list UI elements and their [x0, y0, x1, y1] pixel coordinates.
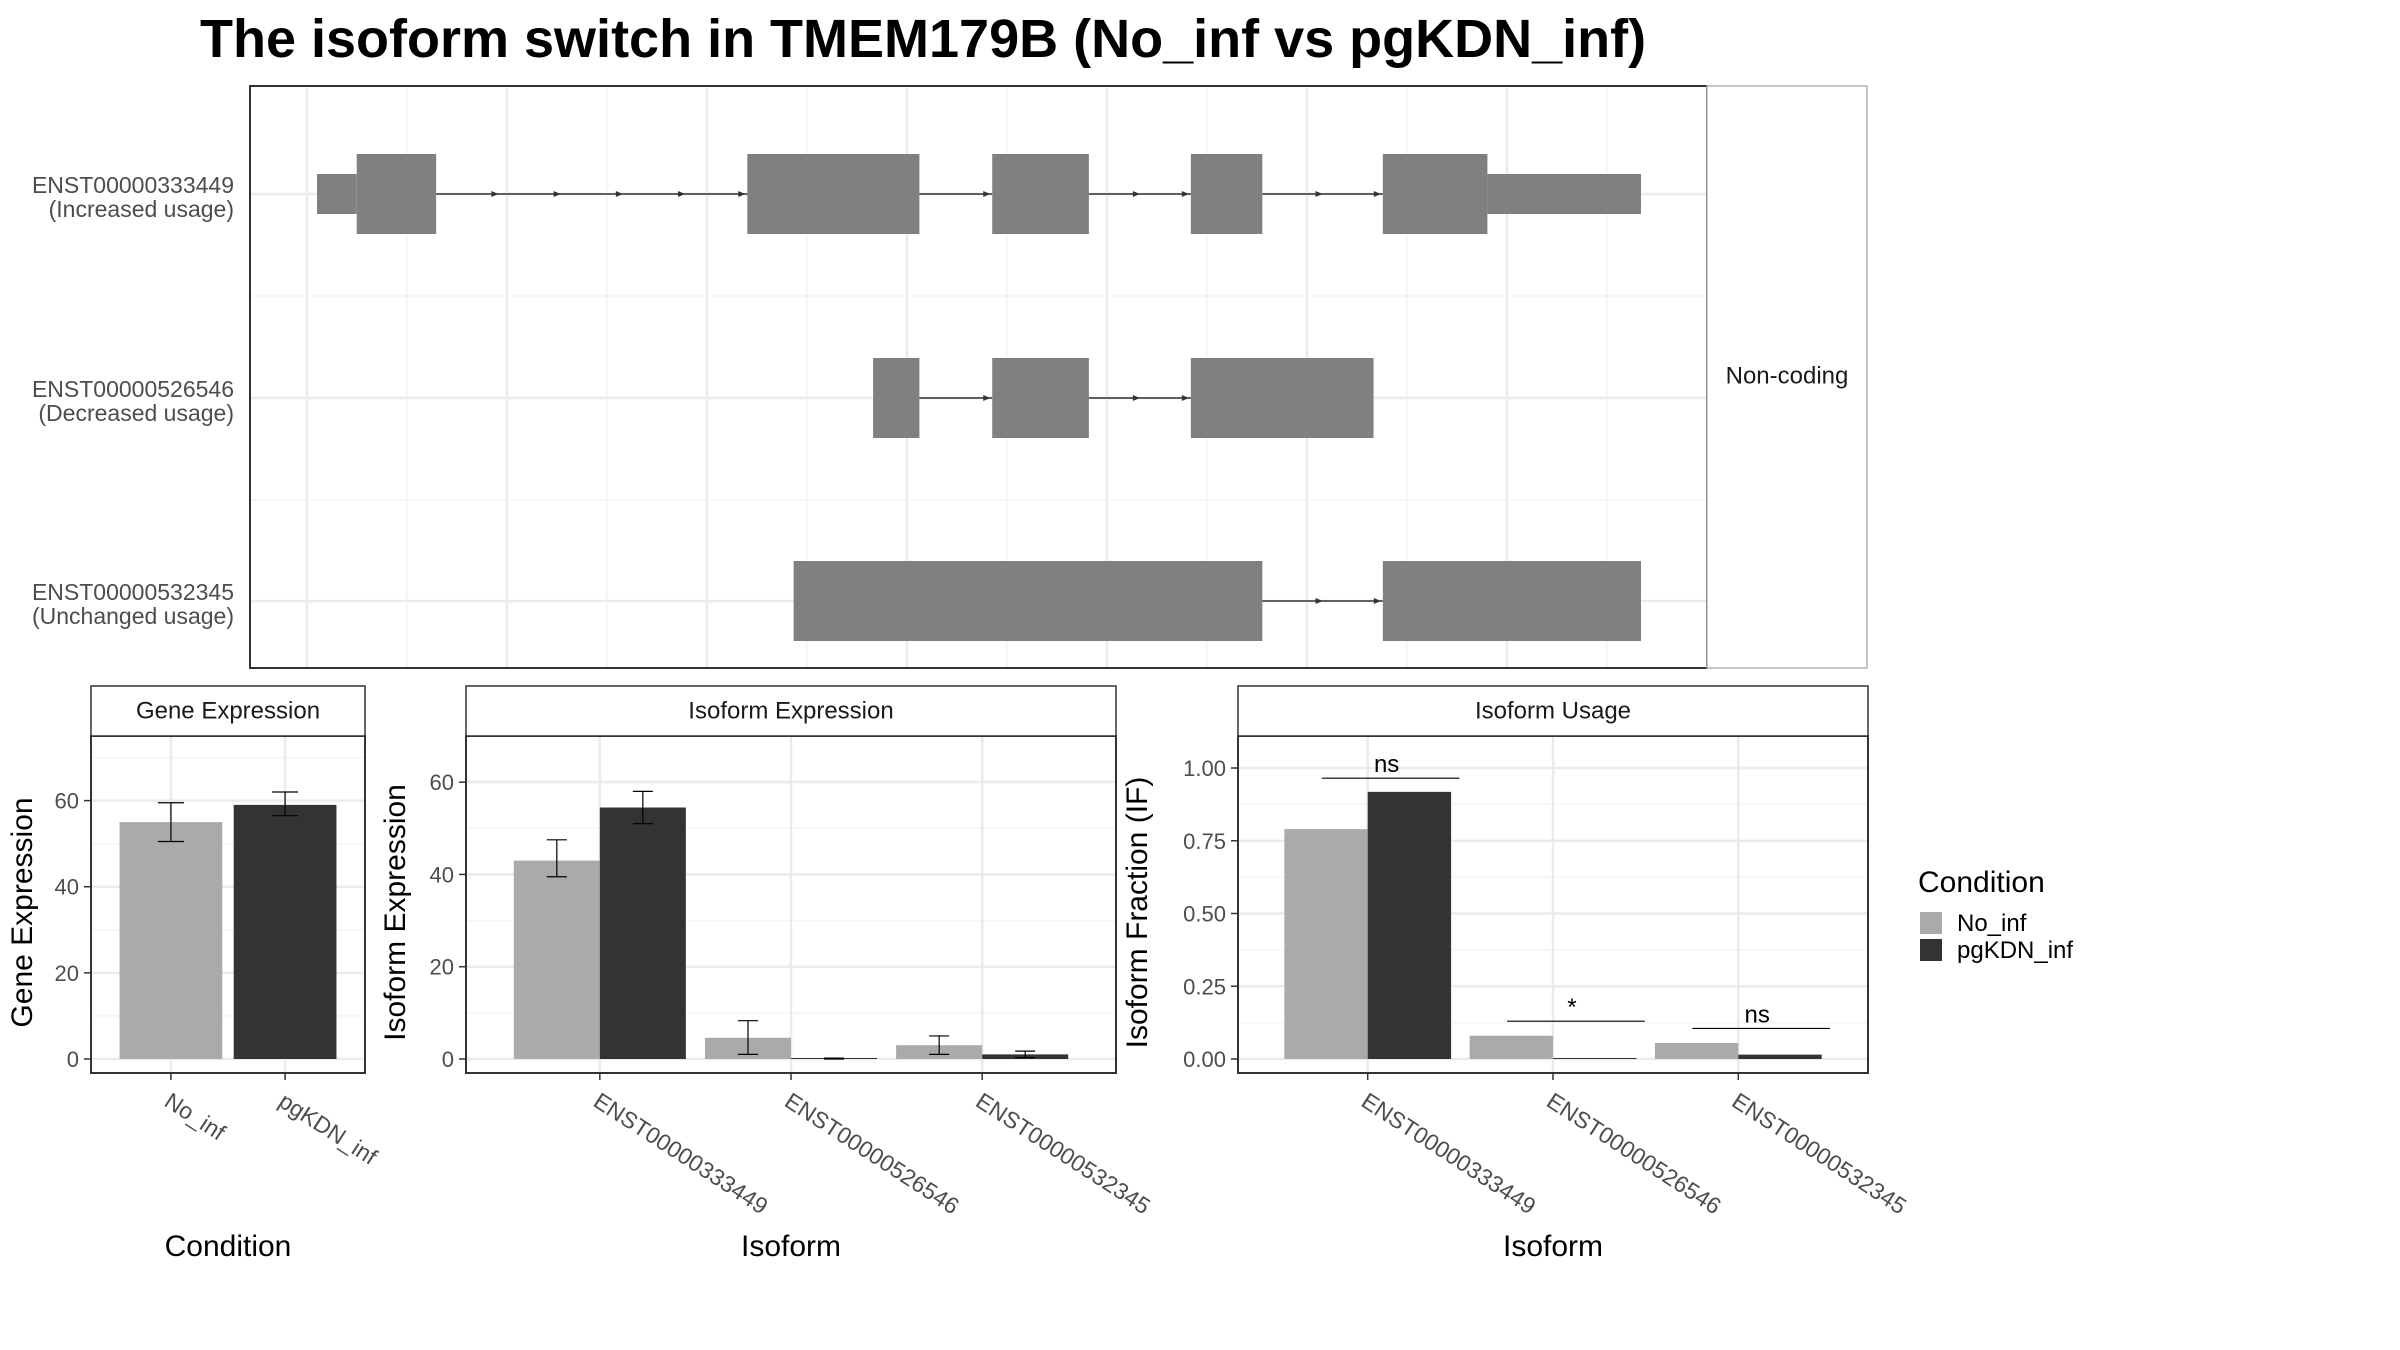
bar-pgKDN_inf [599, 807, 686, 1059]
bar-No_inf [119, 822, 223, 1059]
x-axis-title: Condition [165, 1230, 292, 1263]
intron-arrow [1315, 598, 1323, 604]
panel-strip [465, 685, 1117, 737]
intron-arrow [1373, 191, 1381, 197]
transcript-label-note: (Decreased usage) [38, 400, 234, 426]
intron-arrow [983, 395, 991, 401]
bar-No_inf [1469, 1035, 1553, 1059]
legend-key-pgKDN_inf [1920, 939, 1942, 961]
exon-cds [1190, 358, 1374, 438]
bar-panel: Isoform Expression 0 20 40 60 ENST00000333449… [379, 685, 1155, 1263]
y-tick-label: 20 [430, 955, 454, 980]
transcript-row [873, 358, 1374, 438]
intron-arrow [1132, 395, 1140, 401]
transcript-row [793, 561, 1641, 641]
bar-No_inf [1654, 1042, 1739, 1059]
y-tick-label: 0.50 [1183, 902, 1226, 927]
legend-label-pgKDN_inf: pgKDN_inf [1957, 937, 2073, 964]
x-tick-label: ENST00000526546 [1542, 1087, 1726, 1219]
intron-arrow [983, 191, 991, 197]
y-tick-label: 60 [55, 789, 79, 814]
bar-pgKDN_inf [233, 804, 337, 1059]
intron-arrow [1181, 395, 1189, 401]
intron-arrow [553, 191, 561, 197]
y-tick-label: 20 [55, 961, 79, 986]
intron-arrow [678, 191, 686, 197]
intron-arrow [738, 191, 746, 197]
y-axis-title: Gene Expression [6, 797, 39, 1027]
y-tick-label: 40 [430, 862, 454, 887]
chart-title: The isoform switch in TMEM179B (No_inf v… [200, 9, 1646, 69]
y-tick-label: 0 [442, 1047, 454, 1072]
y-axis-title: Isoform Expression [379, 784, 412, 1041]
panel-strip [90, 685, 366, 737]
intron-arrow [1315, 191, 1323, 197]
intron-arrow [1181, 191, 1189, 197]
significance-label: ns [1374, 751, 1399, 778]
x-tick-label: ENST00000532345 [971, 1087, 1155, 1219]
transcript-label-note: (Increased usage) [49, 196, 234, 222]
significance-label: * [1567, 994, 1576, 1021]
exon-cds [1190, 154, 1263, 234]
x-axis-title: Isoform [741, 1230, 841, 1263]
x-tick-label: ENST00000333449 [589, 1087, 773, 1219]
exon-utr [317, 174, 357, 214]
y-tick-label: 1.00 [1183, 756, 1226, 781]
exon-cds [992, 154, 1089, 234]
bar-pgKDN_inf [1553, 1058, 1637, 1059]
bar-No_inf [513, 860, 600, 1059]
bar-pgKDN_inf [1367, 791, 1452, 1059]
transcript-strip [1706, 85, 1868, 669]
y-tick-label: 0.75 [1183, 829, 1226, 854]
panel-strip [1237, 685, 1869, 737]
y-tick-label: 0 [67, 1047, 79, 1072]
y-tick-label: 40 [55, 875, 79, 900]
x-tick-label: pgKDN_inf [274, 1087, 382, 1170]
exon-cds [793, 561, 1263, 641]
exon-cds [1382, 154, 1488, 234]
exon-utr [1487, 174, 1641, 214]
y-tick-label: 0.25 [1183, 974, 1226, 999]
transcript-label-id: ENST00000333449 [32, 172, 234, 198]
y-axis-title: Isoform Fraction (IF) [1121, 777, 1154, 1049]
legend-label-No_inf: No_inf [1957, 910, 2027, 937]
legend-key-No_inf [1920, 912, 1942, 934]
y-tick-label: 60 [430, 770, 454, 795]
bar-No_inf [1284, 829, 1368, 1059]
bar-pgKDN_inf [1738, 1054, 1822, 1059]
exon-cds [873, 358, 920, 438]
x-tick-label: ENST00000526546 [780, 1087, 964, 1219]
panel-strip-title: Isoform Usage [1475, 697, 1631, 724]
x-axis-title: Isoform [1503, 1230, 1603, 1263]
x-tick-label: ENST00000333449 [1357, 1087, 1541, 1219]
legend-title: Condition [1918, 866, 2045, 899]
x-tick-label: ENST00000532345 [1728, 1087, 1912, 1219]
transcript-row [317, 154, 1641, 234]
transcript-label-id: ENST00000532345 [32, 579, 234, 605]
exon-cds [747, 154, 920, 234]
transcript-label-id: ENST00000526546 [32, 376, 234, 402]
exon-cds [992, 358, 1089, 438]
x-tick-label: No_inf [160, 1087, 230, 1145]
exon-cds [356, 154, 437, 234]
exon-cds [1382, 561, 1641, 641]
intron-arrow [491, 191, 499, 197]
intron-arrow [1373, 598, 1381, 604]
strip-label-noncoding: Non-coding [1726, 362, 1849, 389]
significance-label: ns [1745, 1001, 1770, 1028]
transcript-label-note: (Unchanged usage) [32, 603, 234, 629]
panel-strip-title: Gene Expression [136, 697, 320, 724]
panel-strip-title: Isoform Expression [688, 697, 893, 724]
intron-arrow [615, 191, 623, 197]
intron-arrow [1132, 191, 1140, 197]
y-tick-label: 0.00 [1183, 1047, 1226, 1072]
bar-panel: ns * ns Isoform Usage 0.00 0.25 0.50 0.75 1.00 EN… [1121, 685, 1912, 1263]
bar-panel: Gene Expression 0 20 40 60 No_inf pgKDN_inf Gen… [6, 685, 382, 1263]
